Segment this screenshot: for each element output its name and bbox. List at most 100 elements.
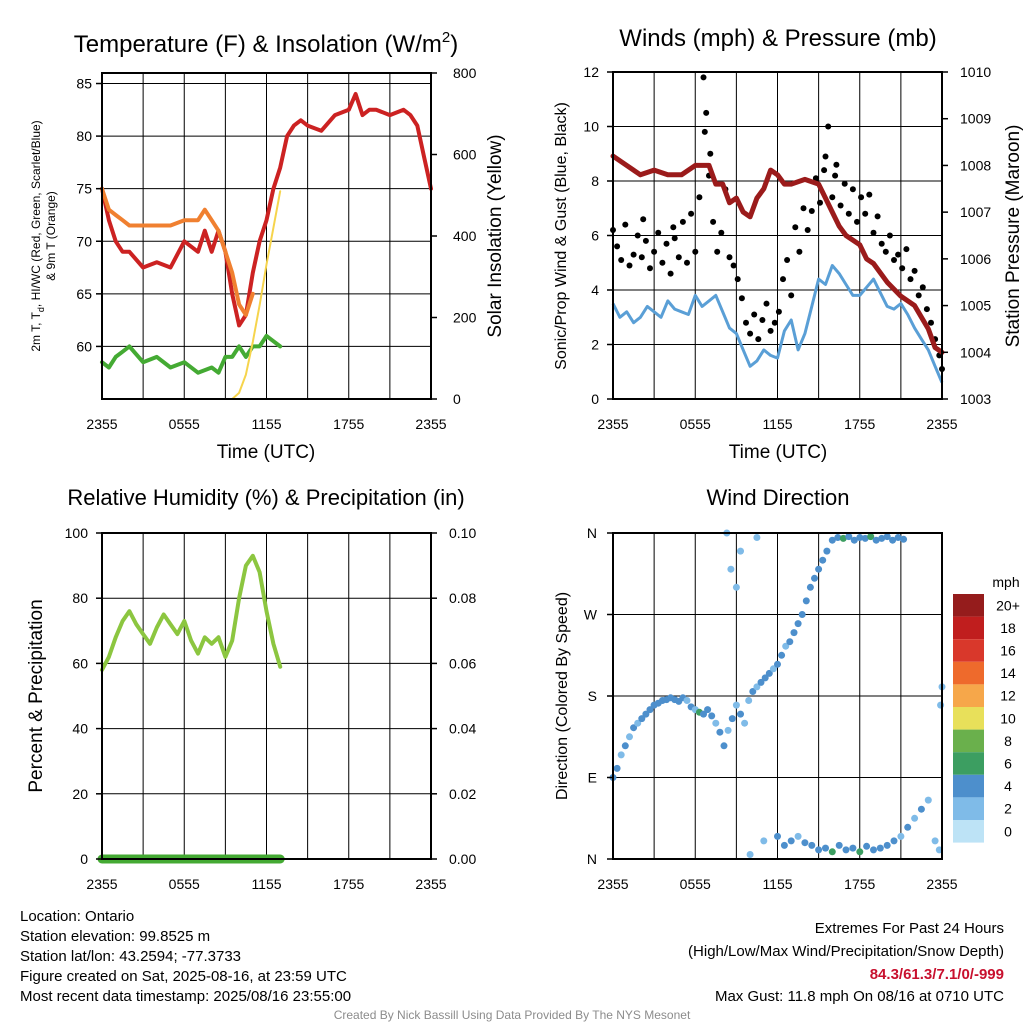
extremes-values: 84.3/61.3/7.1/0/-999 <box>869 966 1004 983</box>
direction-point <box>774 660 781 668</box>
colorbar-label: 16 <box>1000 643 1016 659</box>
y-right-tick-label: 0.10 <box>449 525 476 541</box>
gust-point <box>878 240 885 247</box>
colorbar-swatch <box>953 797 984 820</box>
direction-point <box>786 638 794 646</box>
gust-point <box>767 327 774 334</box>
temperature-panel: Temperature (F) & Insolation (W/m2) 2355… <box>29 29 506 463</box>
direction-point <box>778 651 786 659</box>
direction-point <box>782 642 790 650</box>
gust-point <box>862 210 869 217</box>
y-left-tick-label: 40 <box>72 721 88 737</box>
gust-point <box>663 240 670 247</box>
gust-point <box>738 295 745 302</box>
y-right-tick-label: 0 <box>453 391 461 407</box>
gust-point <box>747 330 754 337</box>
gust-point <box>763 300 770 307</box>
direction-point <box>911 814 919 822</box>
direction-point <box>872 536 880 544</box>
direction-point <box>787 837 795 845</box>
direction-point <box>876 844 884 852</box>
direction-point <box>822 844 829 852</box>
colorbar-swatch <box>953 752 984 775</box>
gust-point <box>642 237 649 244</box>
x-tick-label: 1155 <box>251 416 281 432</box>
y-right-tick-label: 1005 <box>960 298 991 314</box>
footer-latlon: Station lat/lon: 43.2594; -77.3733 <box>20 948 242 965</box>
gust-point <box>792 224 799 231</box>
humidity-panel-title: Relative Humidity (%) & Precipitation (i… <box>67 485 464 510</box>
colorbar-label: 4 <box>1004 778 1012 794</box>
direction-point <box>835 841 843 849</box>
gust-point <box>755 336 762 343</box>
direction-tick-label: W <box>584 607 598 623</box>
y-right-tick-label: 600 <box>453 147 477 163</box>
direction-point <box>720 742 728 750</box>
direction-point <box>883 533 891 541</box>
gust-point <box>700 74 707 81</box>
wind-direction-ylabel: Direction (Colored By Speed) <box>554 592 571 800</box>
temperature-series-line-0 <box>100 92 433 328</box>
direction-point <box>828 848 836 856</box>
direction-point <box>794 620 802 628</box>
direction-tick-label: N <box>587 525 597 541</box>
gust-point <box>817 199 823 206</box>
wind-direction-title: Wind Direction <box>706 485 849 510</box>
x-tick-label: 2355 <box>86 876 117 892</box>
gust-point <box>634 232 641 239</box>
direction-point <box>712 719 720 727</box>
insolation-ylabel: Solar Insolation (Yellow) <box>485 134 506 337</box>
y-left-tick-label: 12 <box>583 64 599 80</box>
y-right-tick-label: 1004 <box>960 344 991 360</box>
extremes-legend: (High/Low/Max Wind/Precipitation/Snow De… <box>688 943 1004 960</box>
direction-point <box>790 629 798 637</box>
direction-point <box>769 665 777 673</box>
direction-point <box>757 678 765 686</box>
direction-tick-label: E <box>588 770 597 786</box>
gust-point <box>833 161 840 168</box>
temperature-xlabel: Time (UTC) <box>217 442 316 463</box>
temperature-ylabel-line1: 2m T, Td, HI/WC (Red, Green, Scarlet/Blu… <box>29 120 46 351</box>
gust-point <box>692 248 699 255</box>
y-left-tick-label: 0 <box>591 391 599 407</box>
gust-point <box>928 319 934 326</box>
direction-point <box>760 837 768 845</box>
direction-point <box>863 842 871 850</box>
y-left-tick-label: 2 <box>591 337 599 353</box>
direction-tick-label: N <box>587 851 597 867</box>
gust-point <box>688 210 695 217</box>
direction-point <box>737 710 744 718</box>
direction-point <box>621 742 629 750</box>
gust-point <box>837 202 844 209</box>
y-left-tick-label: 70 <box>76 233 92 249</box>
direction-point <box>815 846 823 854</box>
direction-point <box>745 697 753 704</box>
x-tick-label: 1755 <box>844 416 875 432</box>
y-left-tick-label: 8 <box>591 173 599 189</box>
gust-point <box>784 257 791 263</box>
y-right-tick-label: 1003 <box>960 391 991 407</box>
x-tick-label: 2355 <box>415 876 446 892</box>
gust-point <box>800 205 807 212</box>
direction-point <box>849 844 857 852</box>
direction-point <box>749 688 757 695</box>
direction-point <box>900 535 908 543</box>
direction-point <box>798 611 806 618</box>
direction-point <box>890 837 898 845</box>
gust-point <box>647 265 653 272</box>
direction-point <box>904 823 912 831</box>
temperature-ylabel-line2: & 9m T (Orange) <box>44 191 58 281</box>
sustained-wind-line <box>611 264 944 384</box>
y-right-tick-label: 0.02 <box>449 786 476 802</box>
direction-point <box>727 565 735 573</box>
gust-point <box>714 248 721 255</box>
direction-point <box>626 733 633 741</box>
colorbar-label: 20+ <box>996 597 1020 613</box>
colorbar-label: 18 <box>1000 620 1016 636</box>
gust-point <box>882 248 889 255</box>
gust-point <box>907 276 914 283</box>
y-right-tick-label: 0.08 <box>449 590 476 606</box>
gust-point <box>710 218 717 225</box>
direction-point <box>917 805 925 813</box>
y-right-tick-label: 1006 <box>960 251 991 267</box>
